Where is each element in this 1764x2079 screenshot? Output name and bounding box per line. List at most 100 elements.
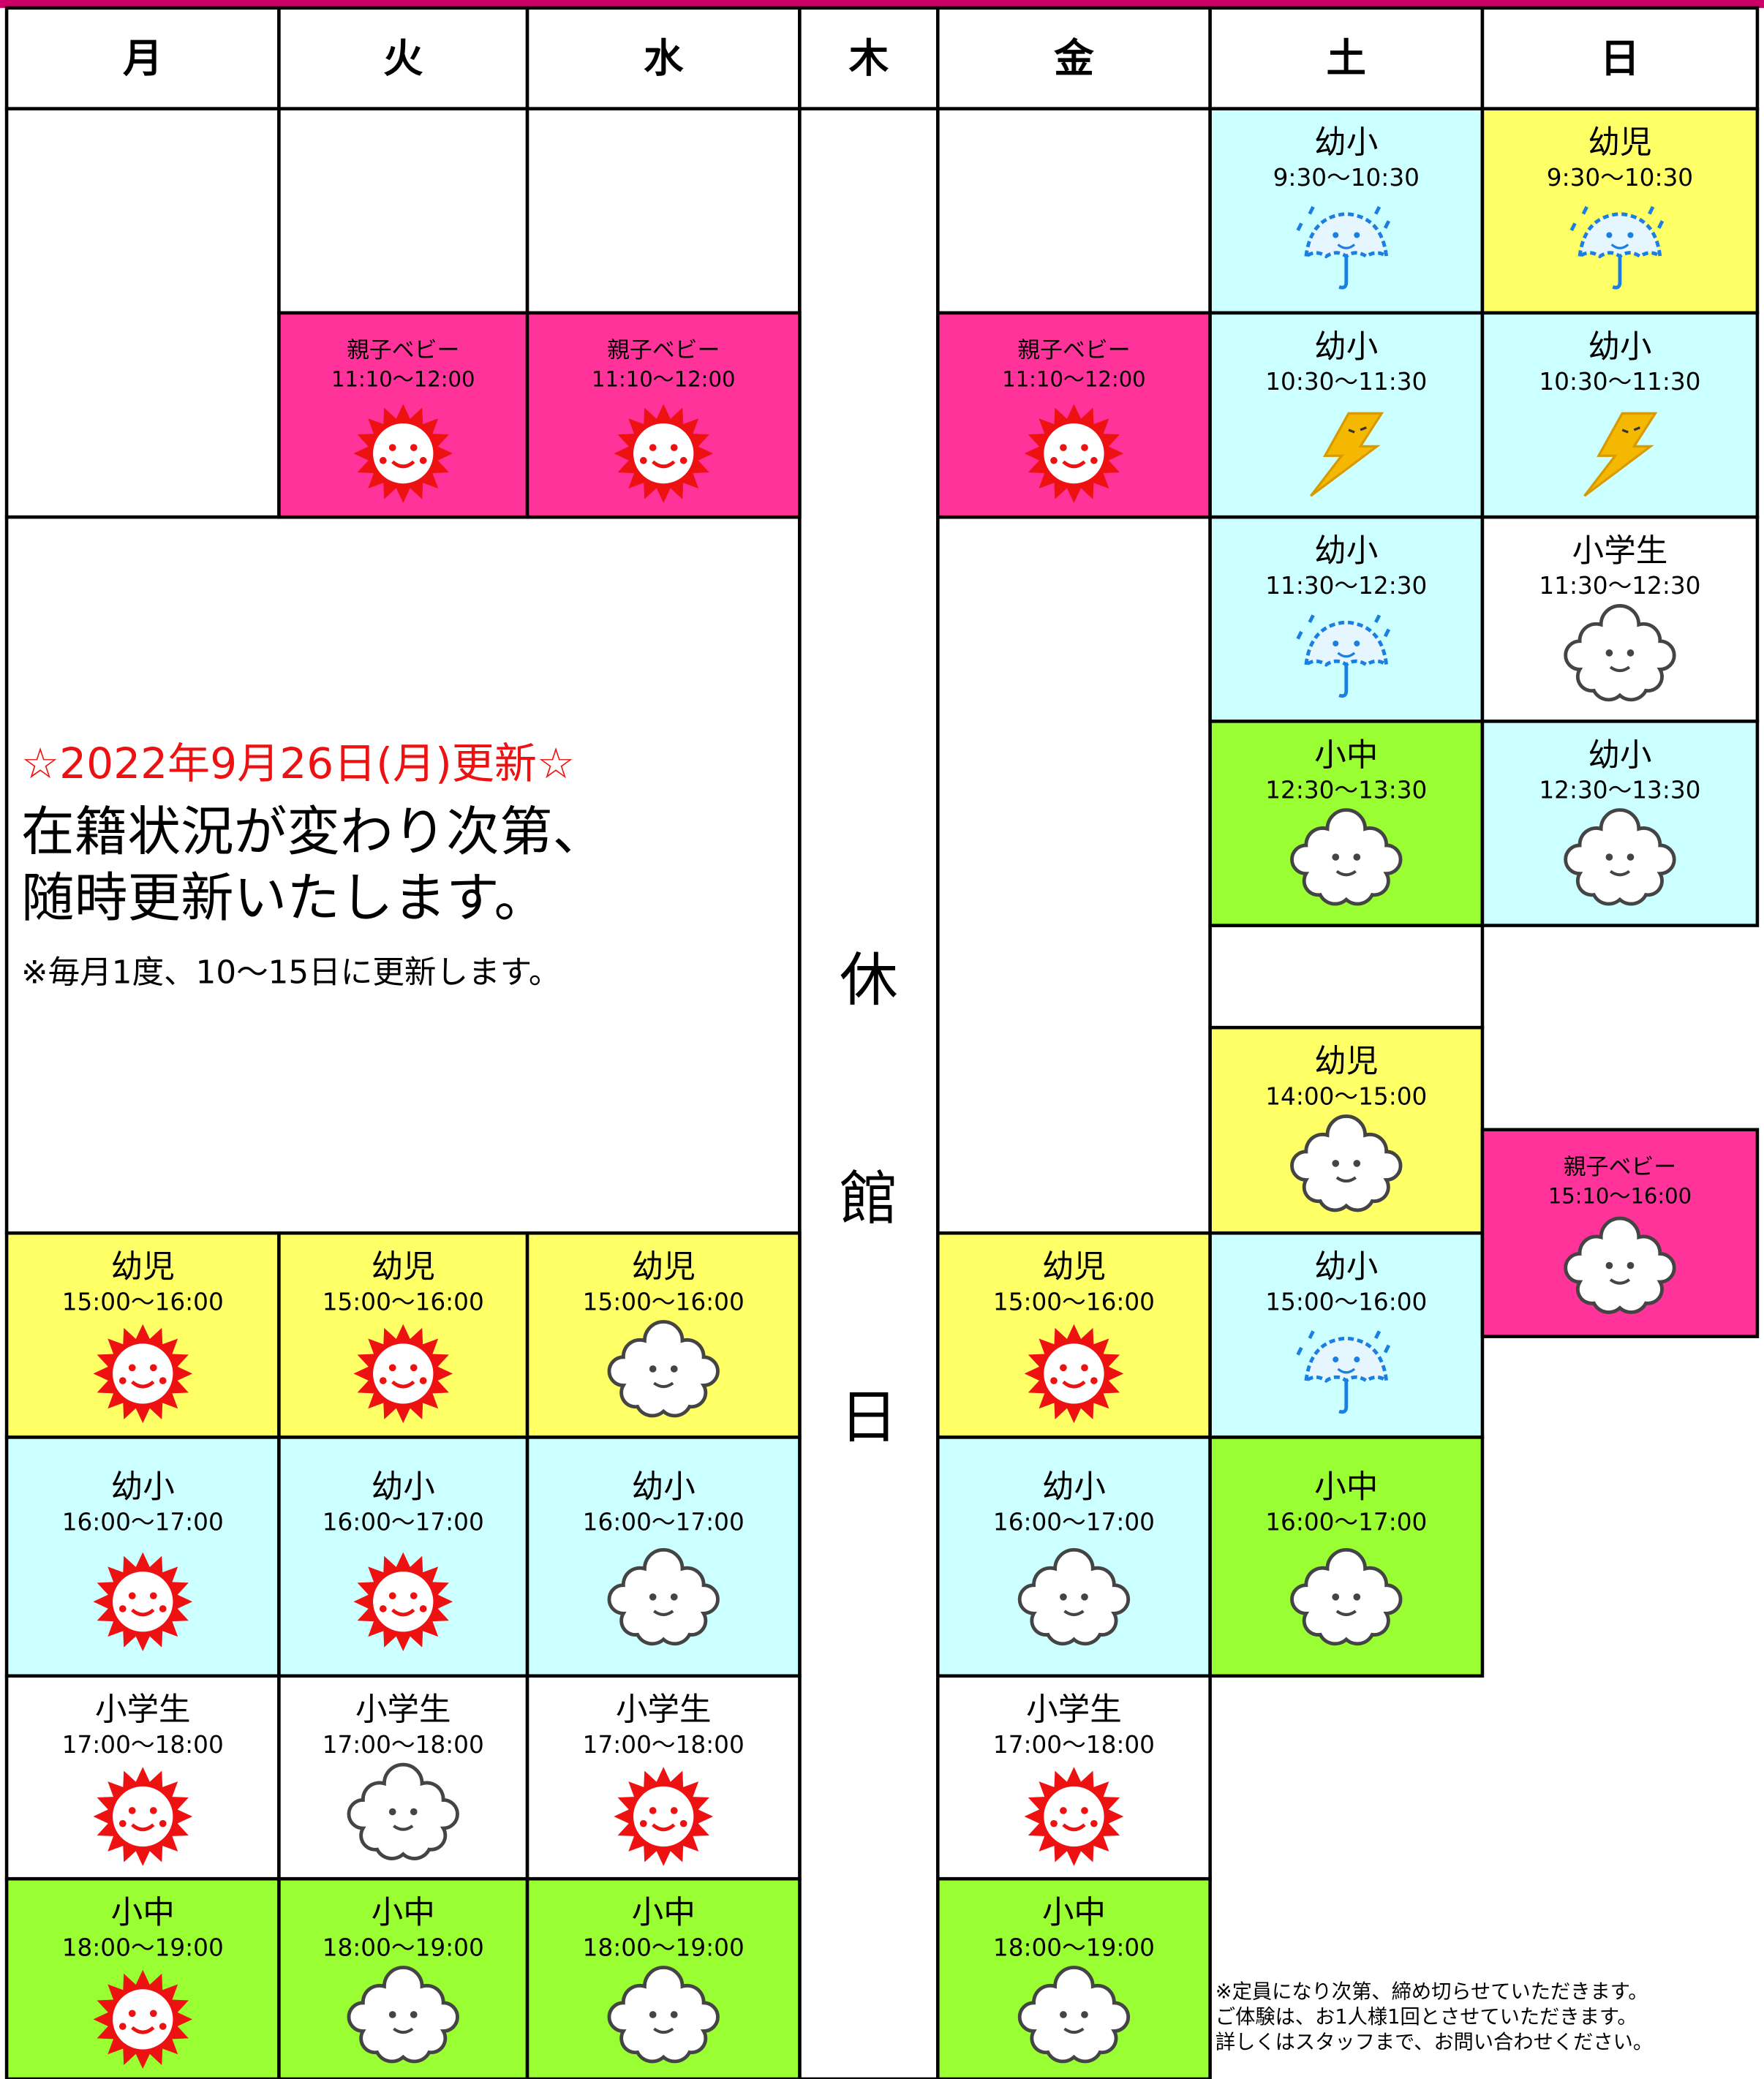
day-label: 土 <box>1327 35 1366 82</box>
class-name: 小中 <box>372 1895 435 1931</box>
class-time: 16:00〜17:00 <box>62 1508 224 1536</box>
notice-note: ※毎月1度、10〜15日に更新します。 <box>21 955 560 992</box>
class-name: 幼小 <box>1314 329 1378 366</box>
class-time: 16:00〜17:00 <box>323 1508 484 1536</box>
day-label: 金 <box>1054 35 1094 82</box>
update-date: ☆2022年9月26日(月)更新☆ <box>21 739 575 788</box>
class-time: 9:30〜10:30 <box>1547 164 1693 192</box>
class-time: 15:00〜16:00 <box>993 1288 1155 1316</box>
class-name: 小学生 <box>1572 533 1668 570</box>
class-time: 10:30〜11:30 <box>1539 368 1700 396</box>
sun-icon <box>93 1552 192 1651</box>
cell-bg <box>1480 311 1760 519</box>
class-name: 幼小 <box>111 1469 175 1506</box>
class-time: 11:10〜12:00 <box>1002 366 1145 391</box>
class-name: 幼児 <box>1042 1249 1106 1286</box>
class-name: 幼小 <box>1588 737 1651 774</box>
sun-icon <box>353 1324 453 1423</box>
class-time: 17:00〜18:00 <box>62 1731 224 1759</box>
class-name: 幼小 <box>372 1469 435 1506</box>
class-time: 16:00〜17:00 <box>993 1508 1155 1536</box>
day-label: 水 <box>644 35 684 82</box>
day-label: 火 <box>383 35 423 82</box>
class-name: 小中 <box>1042 1895 1106 1931</box>
class-time: 9:30〜10:30 <box>1273 164 1420 192</box>
class-time: 15:00〜16:00 <box>323 1288 484 1316</box>
class-time: 18:00〜19:00 <box>62 1933 224 1961</box>
class-name: 小学生 <box>95 1692 191 1729</box>
closed-label: 日 <box>840 1384 898 1452</box>
class-time: 18:00〜19:00 <box>993 1933 1155 1961</box>
sun-icon <box>1025 1324 1124 1423</box>
day-label: 日 <box>1600 35 1640 82</box>
class-name: 小中 <box>1314 737 1378 774</box>
sun-icon <box>1025 1767 1124 1865</box>
class-name: 小中 <box>111 1895 175 1931</box>
sun-icon <box>614 1767 713 1865</box>
class-name: 親子ベビー <box>347 337 459 363</box>
closed-label: 休 <box>840 946 898 1014</box>
empty-cell <box>936 107 1212 315</box>
notice-area <box>4 515 802 1235</box>
class-name: 幼小 <box>632 1469 696 1506</box>
sun-icon <box>353 1552 453 1651</box>
class-time: 15:00〜16:00 <box>1265 1288 1427 1316</box>
closed-column <box>798 107 940 2079</box>
empty-cell <box>525 107 802 315</box>
class-name: 小中 <box>632 1895 696 1931</box>
day-label: 月 <box>123 35 162 82</box>
class-time: 17:00〜18:00 <box>583 1731 745 1759</box>
sun-icon <box>1025 404 1124 502</box>
class-name: 幼小 <box>1588 329 1651 366</box>
class-time: 12:30〜13:30 <box>1265 776 1427 804</box>
footnote: 詳しくはスタッフまで、お問い合わせください。 <box>1215 2031 1653 2054</box>
class-time: 18:00〜19:00 <box>323 1933 484 1961</box>
class-name: 小学生 <box>616 1692 712 1729</box>
class-name: 幼児 <box>1314 1044 1378 1080</box>
class-name: 幼児 <box>111 1249 175 1286</box>
cell-bg <box>1208 311 1485 519</box>
footnote: ※定員になり次第、締め切らせていただきます。 <box>1215 1981 1648 2004</box>
class-time: 12:30〜13:30 <box>1539 776 1700 804</box>
class-time: 16:00〜17:00 <box>583 1508 745 1536</box>
sun-icon <box>353 404 453 502</box>
class-time: 14:00〜15:00 <box>1265 1082 1427 1110</box>
footnote: ご体験は、お1人様1回とさせていただきます。 <box>1215 2006 1637 2029</box>
class-name: 幼児 <box>632 1249 696 1286</box>
empty-cell <box>1208 924 1485 1030</box>
class-name: 幼小 <box>1314 1249 1378 1286</box>
class-name: 幼小 <box>1314 125 1378 162</box>
sun-icon <box>93 1767 192 1865</box>
class-time: 15:00〜16:00 <box>62 1288 224 1316</box>
class-time: 11:10〜12:00 <box>331 366 475 391</box>
class-time: 11:30〜12:30 <box>1265 572 1427 600</box>
class-time: 17:00〜18:00 <box>993 1731 1155 1759</box>
class-time: 15:10〜16:00 <box>1548 1183 1692 1208</box>
sun-icon <box>614 404 713 502</box>
class-name: 小学生 <box>355 1692 451 1729</box>
notice-line: 在籍状況が変わり次第、 <box>21 801 606 863</box>
class-time: 11:10〜12:00 <box>592 366 735 391</box>
empty-cell <box>4 107 281 519</box>
top-bar <box>0 0 1764 8</box>
class-name: 小学生 <box>1026 1692 1122 1729</box>
class-time: 11:30〜12:30 <box>1539 572 1700 600</box>
empty-cell <box>936 515 1212 1235</box>
class-name: 幼児 <box>372 1249 435 1286</box>
notice-line: 随時更新いたします。 <box>21 868 547 929</box>
class-name: 親子ベビー <box>1017 337 1130 363</box>
class-name: 幼児 <box>1588 125 1651 162</box>
sun-icon <box>93 1970 192 2069</box>
class-time: 17:00〜18:00 <box>323 1731 484 1759</box>
class-name: 親子ベビー <box>607 337 720 363</box>
class-name: 幼小 <box>1314 533 1378 570</box>
empty-cell <box>277 107 529 315</box>
header-cell <box>277 6 529 110</box>
class-name: 幼小 <box>1042 1469 1106 1506</box>
closed-label: 館 <box>840 1165 898 1233</box>
class-time: 10:30〜11:30 <box>1265 368 1427 396</box>
day-label: 木 <box>849 35 889 82</box>
class-time: 16:00〜17:00 <box>1265 1508 1427 1536</box>
